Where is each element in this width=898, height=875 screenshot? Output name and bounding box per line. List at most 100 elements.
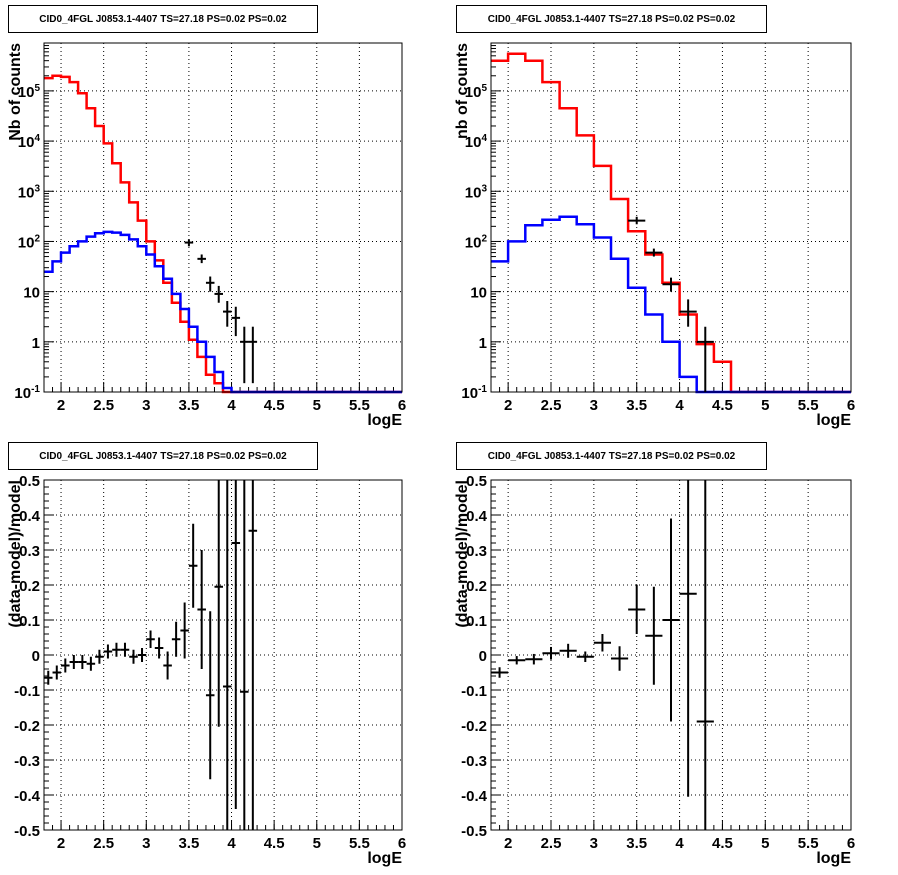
data-point bbox=[197, 550, 206, 669]
y-tick-label: 103 bbox=[18, 183, 41, 201]
y-tick-label: 10-1 bbox=[461, 384, 487, 402]
panel-title-bottom-right: CID0_4FGL J0853.1-4407 TS=27.18 PS=0.02 … bbox=[456, 442, 767, 470]
data-point bbox=[593, 634, 611, 652]
data-point bbox=[525, 653, 543, 665]
x-tick-label: 3 bbox=[142, 835, 150, 852]
x-tick-label: 5.5 bbox=[798, 397, 819, 414]
plot-frame bbox=[490, 42, 852, 393]
data-point bbox=[171, 621, 181, 657]
y-tick-label: 0.3 bbox=[466, 543, 487, 560]
x-tick-label: 2.5 bbox=[93, 397, 114, 414]
y-tick-label: -0.1 bbox=[14, 683, 40, 700]
data-point bbox=[214, 285, 223, 303]
data-point bbox=[662, 277, 680, 292]
x-tick-label: 5.5 bbox=[798, 835, 819, 852]
data-point bbox=[679, 299, 697, 327]
data-point bbox=[120, 642, 130, 657]
panel-title-top-left: CID0_4FGL J0853.1-4407 TS=27.18 PS=0.02 … bbox=[8, 5, 318, 33]
data-point bbox=[180, 602, 189, 659]
y-tick-label: -0.5 bbox=[14, 823, 40, 840]
y-tick-label: -0.1 bbox=[461, 683, 487, 700]
x-axis-title: logE bbox=[816, 412, 851, 429]
y-tick-label: 1 bbox=[479, 335, 487, 352]
y-tick-label: -0.5 bbox=[461, 823, 487, 840]
y-tick-label: 0.5 bbox=[19, 473, 40, 490]
x-tick-label: 2 bbox=[57, 835, 65, 852]
data-point bbox=[69, 655, 79, 669]
data-point bbox=[240, 480, 249, 830]
y-tick-label: 10-1 bbox=[14, 384, 40, 402]
data-point bbox=[112, 642, 121, 657]
y-tick-label: 0.3 bbox=[19, 543, 40, 560]
data-point bbox=[205, 276, 215, 292]
residuals-panel-left: 2 2.5 3 3.5 4 4.5 5 5.5 6 -0.5 -0.4 -0.3 -0.2 -0.1 0 0.… bbox=[7, 473, 406, 867]
data-point bbox=[188, 523, 198, 608]
panel-title-top-right: CID0_4FGL J0853.1-4407 TS=27.18 PS=0.02 … bbox=[456, 5, 767, 33]
y-tick-label: 0.4 bbox=[19, 508, 41, 525]
data-point bbox=[645, 586, 663, 685]
plot-area bbox=[491, 43, 851, 392]
x-tick-label: 4.5 bbox=[712, 835, 733, 852]
x-tick-label: 3.5 bbox=[626, 397, 647, 414]
data-point bbox=[95, 649, 104, 664]
x-tick-label: 3.5 bbox=[178, 835, 199, 852]
data-point bbox=[248, 480, 258, 830]
data-point bbox=[696, 480, 714, 830]
data-point bbox=[645, 248, 663, 257]
plot-area bbox=[44, 43, 402, 392]
x-tick-label: 2.5 bbox=[541, 397, 562, 414]
x-tick-label: 5.5 bbox=[349, 835, 370, 852]
x-tick-label: 2.5 bbox=[541, 835, 562, 852]
y-tick-label: -0.2 bbox=[461, 718, 487, 735]
y-tick-label: 0.2 bbox=[466, 578, 487, 595]
y-tick-label: -0.3 bbox=[14, 753, 40, 770]
x-tick-label: 5.5 bbox=[349, 397, 370, 414]
y-tick-label: 0.4 bbox=[466, 508, 488, 525]
y-tick-label: 0.2 bbox=[19, 578, 40, 595]
plot-area bbox=[44, 480, 402, 830]
data-point bbox=[184, 239, 194, 247]
y-tick-label: 0 bbox=[479, 648, 487, 665]
x-tick-label: 4 bbox=[227, 835, 236, 852]
data-point bbox=[78, 655, 87, 669]
data-point bbox=[154, 637, 164, 659]
x-tick-label: 3 bbox=[142, 397, 150, 414]
residuals-panel-right: 2 2.5 3 3.5 4 4.5 5 5.5 6 -0.5 -0.4 -0.3 -0.2 -0.1 0 0.… bbox=[454, 473, 855, 867]
data-point bbox=[628, 585, 646, 634]
x-tick-label: 4.5 bbox=[264, 835, 285, 852]
y-tick-label: -0.2 bbox=[14, 718, 40, 735]
y-tick-label: 10 bbox=[470, 285, 487, 302]
data-point bbox=[662, 518, 680, 722]
data-point bbox=[137, 648, 147, 662]
data-point bbox=[61, 658, 70, 673]
y-tick-label: -0.4 bbox=[14, 788, 41, 805]
data-point bbox=[103, 644, 113, 659]
counts-spectrum-panel-left: 2 2.5 3 3.5 4 4.5 5 5.5 6 10-1 1 10 102 103 104 105 logE… bbox=[7, 42, 406, 429]
data-point bbox=[205, 611, 215, 780]
x-tick-label: 6 bbox=[398, 397, 406, 414]
x-tick-label: 3.5 bbox=[626, 835, 647, 852]
data-point bbox=[508, 656, 526, 665]
plot-frame bbox=[490, 479, 852, 831]
x-tick-label: 5 bbox=[313, 397, 321, 414]
x-tick-label: 2 bbox=[57, 397, 65, 414]
data-point bbox=[240, 326, 249, 384]
x-tick-label: 5 bbox=[761, 835, 769, 852]
data-point bbox=[52, 665, 62, 680]
y-tick-label: 102 bbox=[18, 233, 41, 251]
y-tick-label: -0.4 bbox=[461, 788, 488, 805]
x-tick-label: 2 bbox=[504, 835, 512, 852]
y-tick-label: 104 bbox=[465, 133, 488, 151]
y-axis-title: (data-model)/model bbox=[454, 480, 471, 628]
y-tick-label: 0 bbox=[32, 648, 40, 665]
data-point bbox=[86, 656, 96, 671]
plot-frame bbox=[43, 479, 403, 831]
x-axis-title: logE bbox=[367, 850, 402, 867]
x-tick-label: 6 bbox=[847, 835, 855, 852]
data-point bbox=[44, 670, 53, 685]
data-point bbox=[576, 651, 594, 662]
data-point bbox=[248, 326, 258, 384]
panel-title-bottom-left: CID0_4FGL J0853.1-4407 TS=27.18 PS=0.02 … bbox=[8, 442, 318, 470]
data-point bbox=[611, 646, 629, 671]
